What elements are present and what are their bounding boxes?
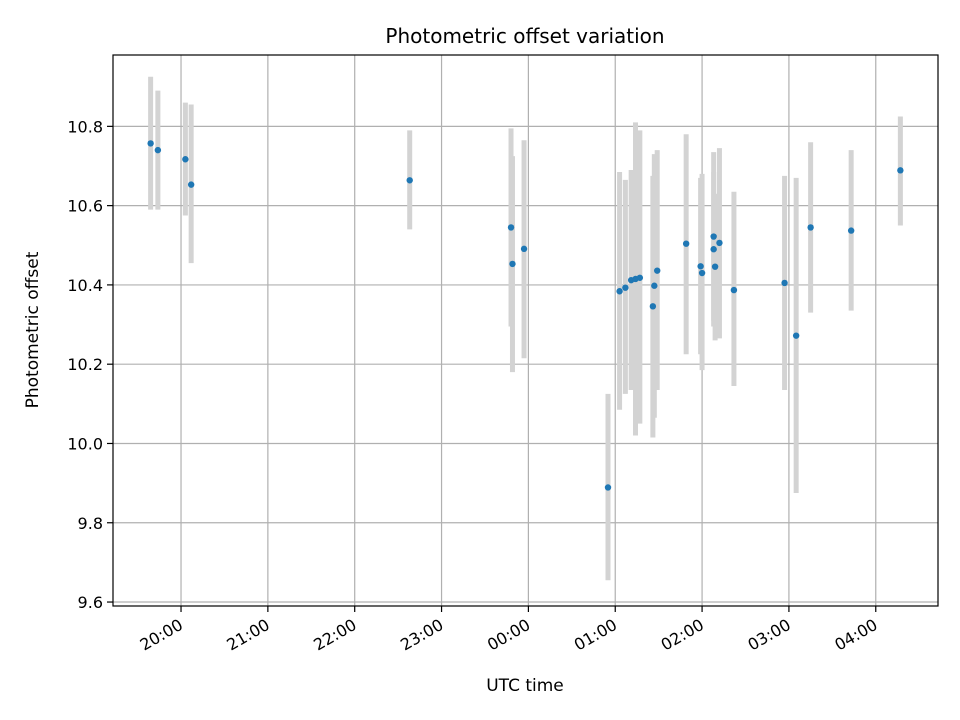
- data-point: [710, 246, 717, 253]
- plot-frame: [112, 54, 939, 607]
- y-tick-label: 10.2: [67, 355, 103, 374]
- data-point: [649, 303, 657, 310]
- data-point: [147, 140, 154, 147]
- data-point: [406, 177, 413, 184]
- y-tick-label: 9.6: [78, 593, 103, 612]
- data-point: [154, 146, 162, 154]
- data-point: [711, 263, 719, 270]
- y-tick-label: 9.8: [78, 514, 103, 533]
- data-point: [507, 224, 515, 231]
- y-tick-label: 10.0: [67, 434, 103, 453]
- x-axis-label: UTC time: [486, 676, 564, 696]
- data-point: [807, 224, 814, 231]
- data-point: [897, 167, 904, 174]
- data-point: [654, 267, 661, 274]
- data-point: [710, 233, 717, 240]
- y-tick-label: 10.8: [67, 117, 103, 136]
- data-point: [520, 245, 528, 253]
- data-point: [509, 260, 516, 268]
- point-layer: [147, 140, 904, 491]
- data-point: [616, 288, 623, 295]
- data-point: [847, 227, 855, 234]
- y-tick-label: 10.6: [67, 197, 103, 216]
- data-point: [781, 279, 788, 287]
- data-point: [636, 274, 644, 281]
- data-point: [182, 156, 189, 163]
- data-point: [651, 282, 658, 289]
- data-point: [604, 484, 612, 491]
- data-point: [697, 263, 704, 270]
- data-point: [622, 284, 629, 291]
- data-point: [187, 181, 195, 188]
- data-point: [682, 240, 690, 247]
- y-axis-label: Photometric offset: [23, 251, 43, 408]
- data-point: [716, 239, 723, 247]
- data-point: [698, 269, 706, 277]
- data-point: [792, 332, 800, 339]
- data-point: [730, 286, 738, 294]
- chart-title: Photometric offset variation: [385, 24, 664, 48]
- y-tick-label: 10.4: [67, 276, 103, 295]
